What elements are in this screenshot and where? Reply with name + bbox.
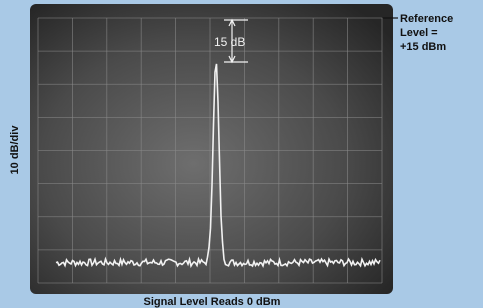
analyzer-figure: 15 dB Reference Level = +15 dBm 10 dB/di… <box>0 0 483 308</box>
crt-screen <box>30 4 393 294</box>
reference-label: Level = <box>400 27 438 39</box>
scale-label: 10 dB/div <box>9 125 21 175</box>
reference-label: +15 dBm <box>400 41 446 53</box>
reference-label: Reference <box>400 13 453 25</box>
caption: Signal Level Reads 0 dBm <box>144 296 281 308</box>
peak-label: 15 dB <box>214 35 245 49</box>
